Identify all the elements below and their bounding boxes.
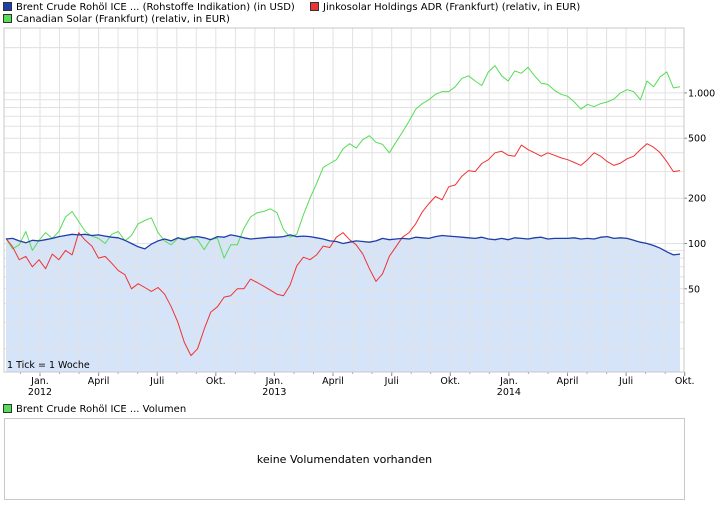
- legend-item-canadian-solar: Canadian Solar (Frankfurt) (relativ, in …: [3, 14, 230, 25]
- x-year-label: 2012: [28, 387, 52, 398]
- plot-border: [3, 27, 685, 373]
- x-tick-label: Okt.: [440, 376, 460, 387]
- y-tick-label: 100: [688, 239, 706, 250]
- legend-label-canadian-solar: Canadian Solar (Frankfurt) (relativ, in …: [16, 14, 230, 25]
- x-tick-label: Juli: [618, 376, 633, 387]
- x-tick-label: Jan.: [265, 376, 284, 387]
- legend: Brent Crude Rohöl ICE ... (Rohstoffe Ind…: [3, 2, 719, 25]
- y-tick-label: 1.000: [688, 88, 715, 99]
- volume-empty-message: keine Volumendaten vorhanden: [256, 453, 433, 466]
- x-tick-label: Jan.: [30, 376, 49, 387]
- x-year-label: 2014: [497, 387, 521, 398]
- y-tick-label: 200: [688, 194, 706, 205]
- y-tick-label: 50: [688, 284, 700, 295]
- series-line-brent: [5, 233, 681, 256]
- x-tick-label: Jan.: [499, 376, 518, 387]
- series-line-canadian-solar: [5, 65, 681, 259]
- volume-legend: Brent Crude Rohöl ICE ... Volumen: [3, 404, 186, 415]
- x-tick-label: Juli: [149, 376, 164, 387]
- y-tick-label: 500: [688, 134, 706, 145]
- volume-panel: keine Volumendaten vorhanden: [4, 418, 685, 500]
- legend-swatch-canadian-solar: [3, 14, 12, 23]
- series-line-jinkosolar: [5, 143, 681, 357]
- legend-label-jinkosolar: Jinkosolar Holdings ADR (Frankfurt) (rel…: [323, 2, 581, 13]
- legend-item-jinkosolar: Jinkosolar Holdings ADR (Frankfurt) (rel…: [310, 2, 580, 13]
- legend-label-brent: Brent Crude Rohöl ICE ... (Rohstoffe Ind…: [16, 2, 295, 13]
- x-tick-label: April: [88, 376, 110, 387]
- tick-annotation: 1 Tick = 1 Woche: [7, 360, 90, 371]
- x-tick-label: Okt.: [675, 376, 695, 387]
- x-year-label: 2013: [262, 387, 286, 398]
- volume-legend-swatch: [3, 404, 12, 413]
- x-tick-label: Okt.: [206, 376, 226, 387]
- x-tick-label: April: [322, 376, 344, 387]
- legend-item-brent: Brent Crude Rohöl ICE ... (Rohstoffe Ind…: [3, 2, 295, 13]
- legend-swatch-brent: [3, 2, 12, 11]
- volume-legend-label: Brent Crude Rohöl ICE ... Volumen: [16, 404, 187, 415]
- legend-swatch-jinkosolar: [310, 2, 319, 11]
- x-tick-label: April: [557, 376, 579, 387]
- x-tick-label: Juli: [384, 376, 399, 387]
